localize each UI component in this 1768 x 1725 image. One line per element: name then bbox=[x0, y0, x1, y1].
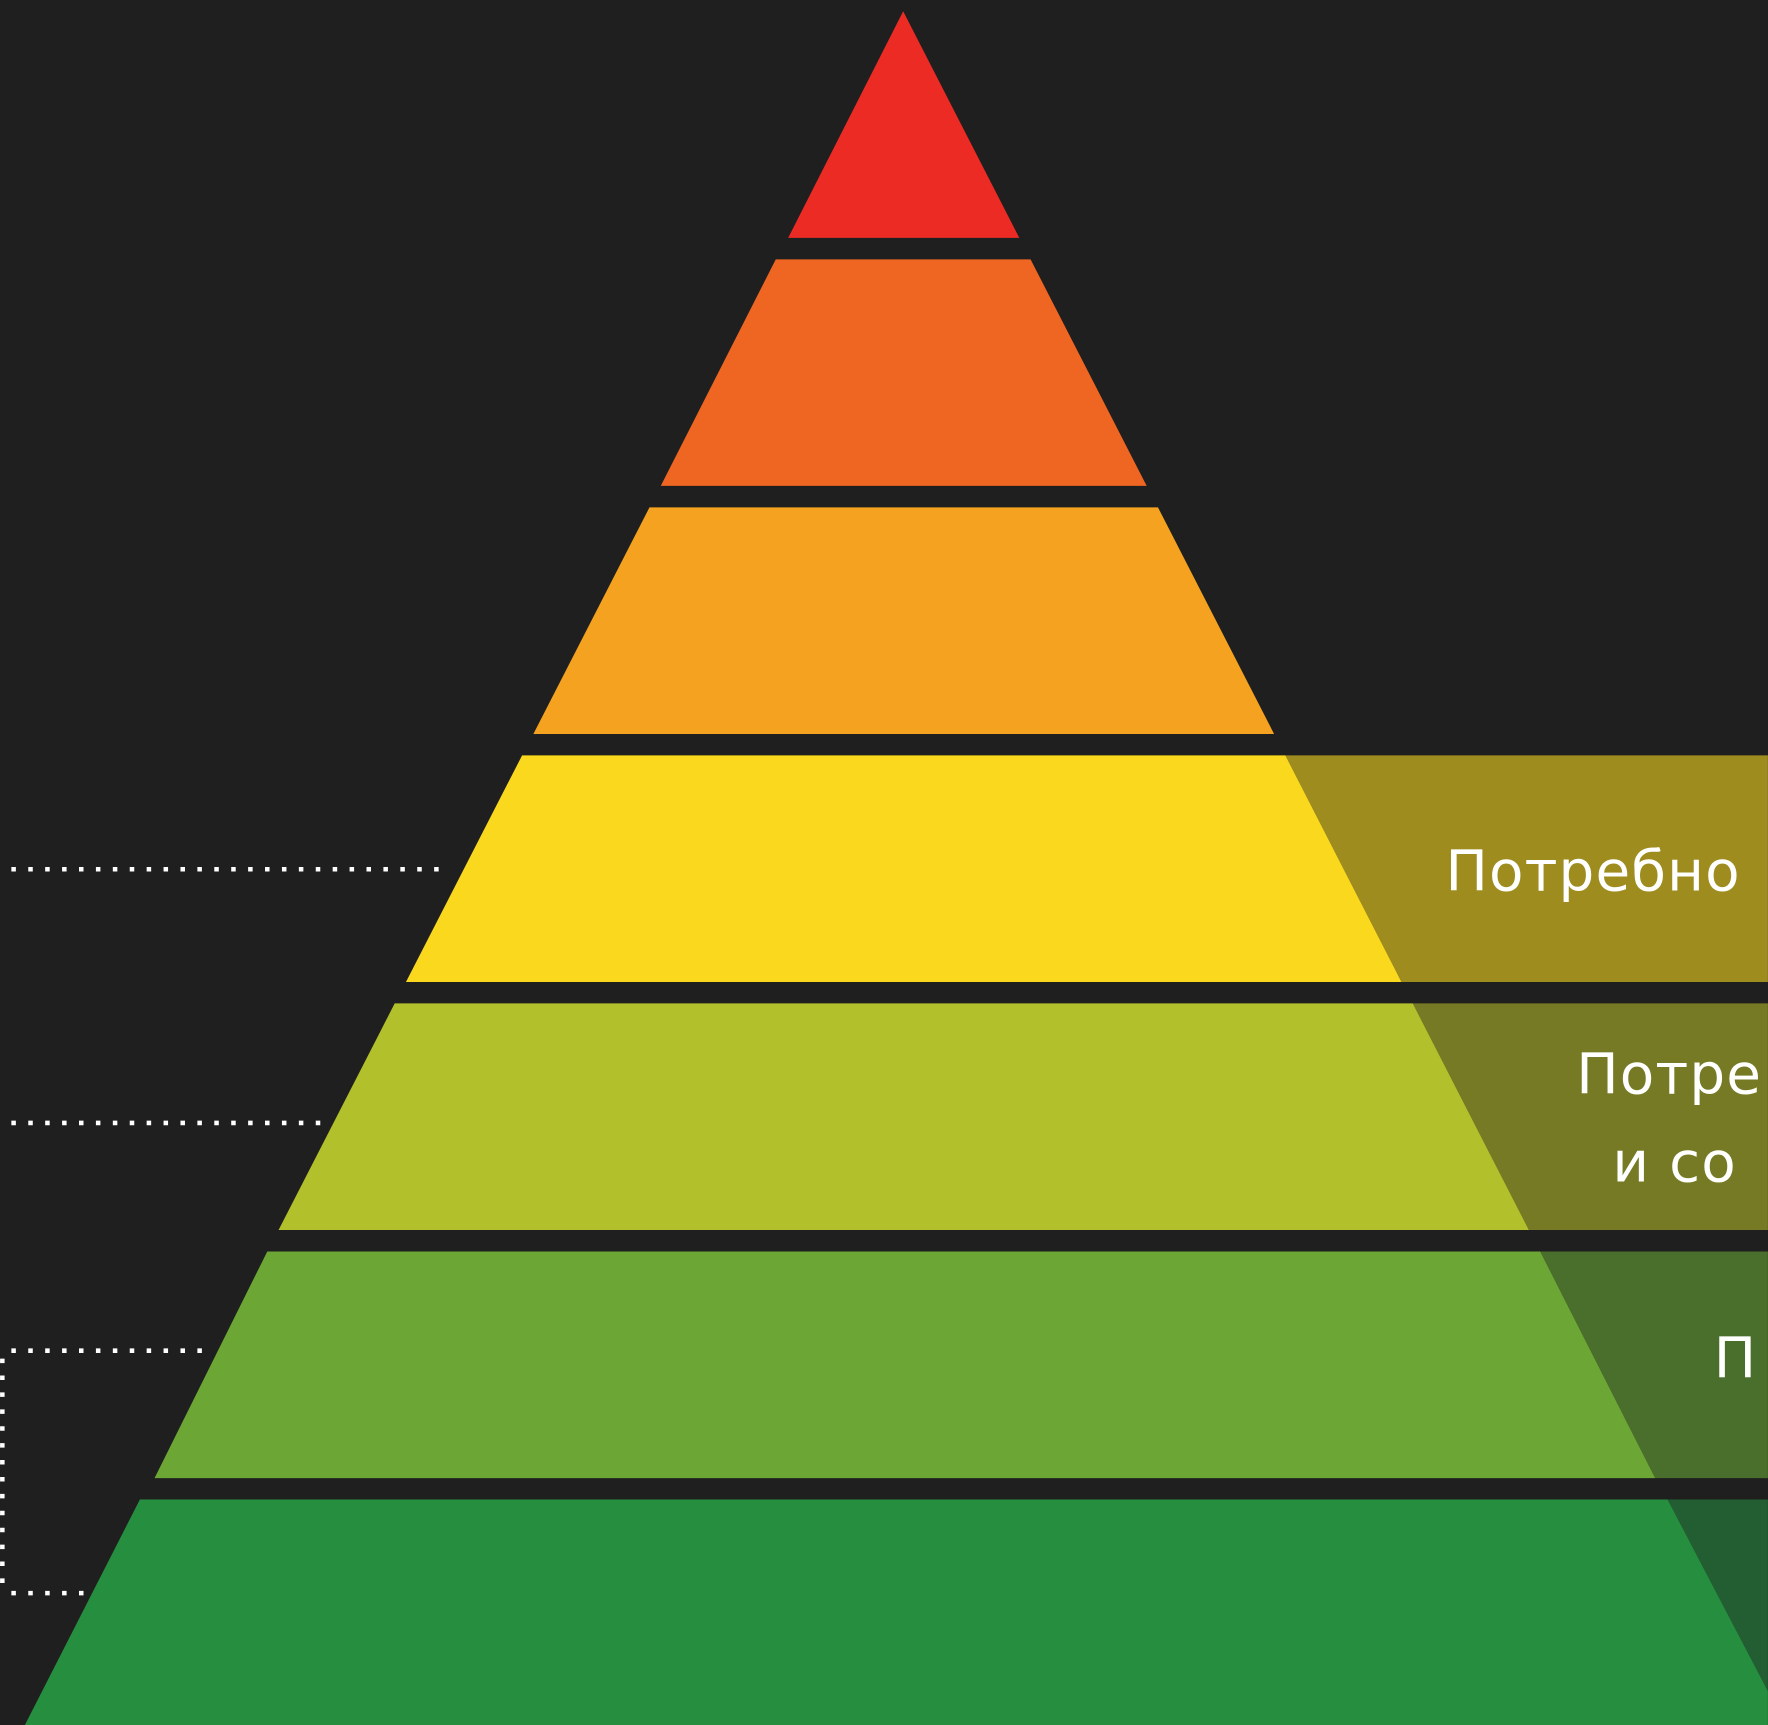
layer-label: Потре bbox=[1576, 1043, 1762, 1108]
label-band bbox=[1412, 1003, 1768, 1231]
pyramid-layer bbox=[154, 1251, 1656, 1479]
pyramid-layer bbox=[533, 507, 1275, 734]
layer-label: П bbox=[1714, 1327, 1758, 1392]
layer-label: и со bbox=[1612, 1131, 1737, 1196]
layer-label: Потребно bbox=[1445, 840, 1740, 905]
pyramid-layer bbox=[24, 1499, 1768, 1725]
label-band bbox=[1285, 755, 1768, 983]
pyramid-layer bbox=[278, 1003, 1529, 1231]
pyramid-layer bbox=[660, 259, 1147, 486]
label-band bbox=[1540, 1251, 1768, 1479]
pyramid-layer bbox=[788, 11, 1020, 238]
pyramid-layer bbox=[405, 755, 1402, 983]
